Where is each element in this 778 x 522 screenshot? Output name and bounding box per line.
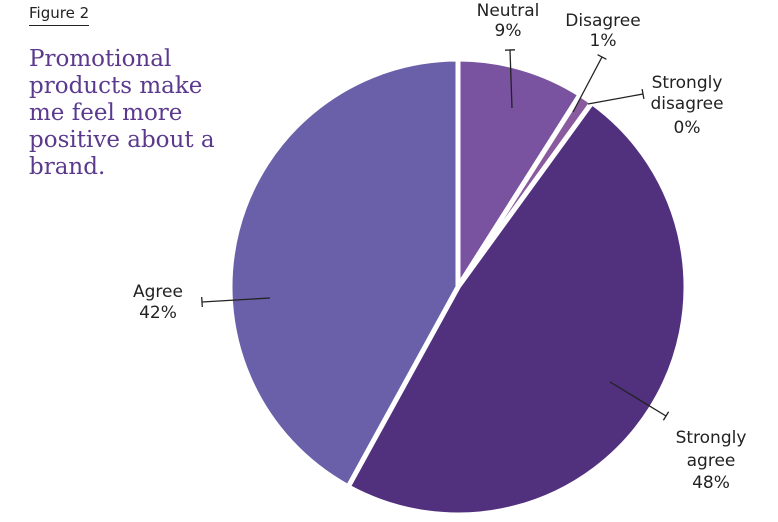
slice-label-strongly-disagree: Strongly [652,73,723,93]
slice-label-strongly-disagree: disagree [650,94,723,114]
leader-cap-strongly-agree [662,411,670,421]
leader-line-neutral [509,49,513,109]
leader-line-strongly-disagree [587,93,644,105]
leader-line-disagree [572,56,603,113]
slice-value-disagree: 1% [590,31,617,51]
slice-value-strongly-disagree: 0% [674,118,701,138]
pie-slice-strongly-agree [345,100,689,518]
chart-title: Promotional products make me feel more p… [29,46,215,180]
slice-label-strongly-agree: agree [687,451,736,471]
figure-label: Figure 2 [29,4,90,26]
slice-label-neutral: Neutral [477,1,540,21]
slice-value-neutral: 9% [495,21,522,41]
leader-line-agree [201,297,271,303]
leader-cap-agree [201,296,203,308]
leader-line-strongly-agree [609,381,667,417]
leader-cap-disagree [597,54,607,60]
pie-slice-agree [227,56,461,490]
slice-label-disagree: Disagree [565,11,640,31]
slice-label-agree: Agree [133,282,183,302]
slice-value-strongly-agree: 48% [692,473,730,493]
pie-slice-neutral [455,56,583,290]
leader-cap-strongly-disagree [641,88,645,100]
slice-value-agree: 42% [139,303,177,323]
slice-label-strongly-agree: Strongly [676,428,747,448]
